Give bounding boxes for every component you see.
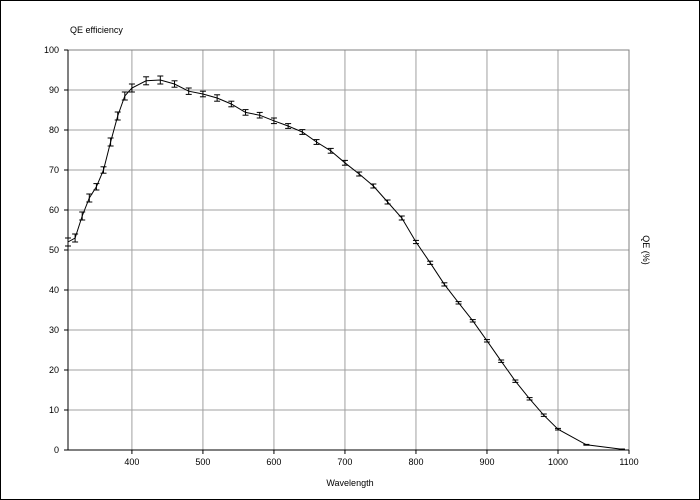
data-point <box>256 111 263 119</box>
data-point <box>185 87 192 95</box>
y-axis-label-right: QE (%) <box>641 235 651 265</box>
data-point <box>356 171 363 177</box>
x-tick-label: 400 <box>124 457 139 467</box>
data-point <box>242 109 249 116</box>
label-layer: Wavelength QE (%) <box>326 235 651 488</box>
data-point <box>79 211 86 221</box>
data-point <box>114 111 121 121</box>
data-point <box>469 319 476 323</box>
data-point <box>540 413 547 417</box>
x-tick-label: 1100 <box>619 457 638 467</box>
data-point <box>65 237 71 247</box>
y-tick-label: 50 <box>49 245 59 255</box>
data-point <box>512 379 519 383</box>
data-point <box>171 80 178 88</box>
y-tick-label: 60 <box>49 205 59 215</box>
y-tick-label: 40 <box>49 285 59 295</box>
data-point <box>483 339 490 343</box>
data-point <box>526 397 533 401</box>
x-axis-label: Wavelength <box>326 478 373 488</box>
data-point <box>270 117 277 125</box>
data-point <box>199 90 206 98</box>
x-tick-label: 1000 <box>548 457 568 467</box>
data-point <box>143 76 150 86</box>
y-tick-label: 30 <box>49 325 59 335</box>
x-tick-label: 700 <box>337 457 352 467</box>
data-point <box>327 147 334 154</box>
x-tick-label: 600 <box>266 457 281 467</box>
data-point <box>427 260 434 265</box>
y-tick-label: 80 <box>49 125 59 135</box>
grid-layer <box>68 49 630 451</box>
data-point <box>398 215 405 221</box>
y-tick-label: 100 <box>44 45 59 55</box>
data-point <box>100 166 107 174</box>
axis-layer: 0 10 20 30 40 50 60 70 80 90 100 400 500 600 700 800 900… <box>44 45 639 467</box>
data-point <box>285 123 292 129</box>
data-point <box>370 183 377 189</box>
data-point <box>128 83 135 93</box>
data-point <box>214 94 221 102</box>
data-point <box>498 359 505 363</box>
y-tick-label: 90 <box>49 85 59 95</box>
data-point <box>121 91 128 101</box>
y-tick-label: 70 <box>49 165 59 175</box>
data-point <box>86 193 93 203</box>
data-point <box>313 139 320 145</box>
data-point <box>341 159 348 166</box>
series-layer <box>65 75 625 450</box>
data-point <box>107 137 114 147</box>
y-tick-label: 0 <box>54 445 59 455</box>
data-point <box>554 427 561 431</box>
chart-title: QE efficiency <box>70 25 123 35</box>
data-point <box>384 199 391 205</box>
data-point <box>583 443 590 446</box>
data-point <box>299 129 306 135</box>
x-tick-label: 900 <box>479 457 494 467</box>
data-point <box>455 301 462 305</box>
x-tick-label: 500 <box>195 457 210 467</box>
y-tick-label: 10 <box>49 405 59 415</box>
data-point <box>228 100 235 108</box>
data-point <box>72 233 79 243</box>
data-point <box>93 183 100 191</box>
data-point <box>412 239 419 245</box>
x-tick-label: 800 <box>408 457 423 467</box>
data-point <box>157 75 164 85</box>
y-tick-label: 20 <box>49 365 59 375</box>
data-point <box>441 282 448 287</box>
